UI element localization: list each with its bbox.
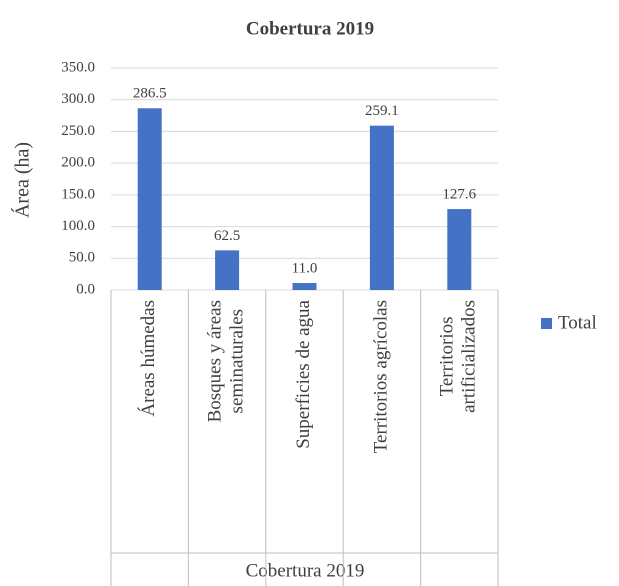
x-tick-label: seminaturales (226, 309, 247, 413)
data-label: 11.0 (292, 260, 318, 276)
legend-swatch (541, 318, 552, 329)
y-tick-label: 250.0 (61, 123, 95, 139)
x-tick-label: artificializados (459, 300, 480, 413)
y-tick-label: 200.0 (61, 155, 95, 171)
y-tick-label: 100.0 (61, 218, 95, 234)
data-label: 62.5 (214, 228, 240, 244)
bar (447, 209, 472, 290)
legend-label: Total (558, 312, 597, 333)
x-tick-label: Superficies de agua (293, 299, 314, 448)
y-axis-label: Área (ha) (11, 142, 34, 218)
y-tick-label: 300.0 (61, 91, 95, 107)
x-tick-label: Áreas húmedas (137, 300, 159, 417)
bar (292, 283, 317, 290)
data-label: 286.5 (133, 86, 167, 102)
bar (215, 250, 240, 290)
data-label: 259.1 (365, 103, 399, 119)
x-axis-label: Cobertura 2019 (246, 560, 365, 581)
y-tick-label: 0.0 (76, 281, 95, 297)
y-tick-label: 50.0 (69, 250, 95, 266)
x-tick-label: Bosques y áreas (204, 300, 225, 422)
data-label: 127.6 (442, 187, 476, 203)
bar (137, 108, 162, 290)
x-tick-label: Territorios (437, 316, 458, 396)
bar (369, 125, 394, 290)
x-tick-label: Territorios agrícolas (370, 300, 391, 453)
chart-title: Cobertura 2019 (246, 18, 374, 39)
y-tick-label: 350.0 (61, 59, 95, 75)
y-tick-label: 150.0 (61, 186, 95, 202)
